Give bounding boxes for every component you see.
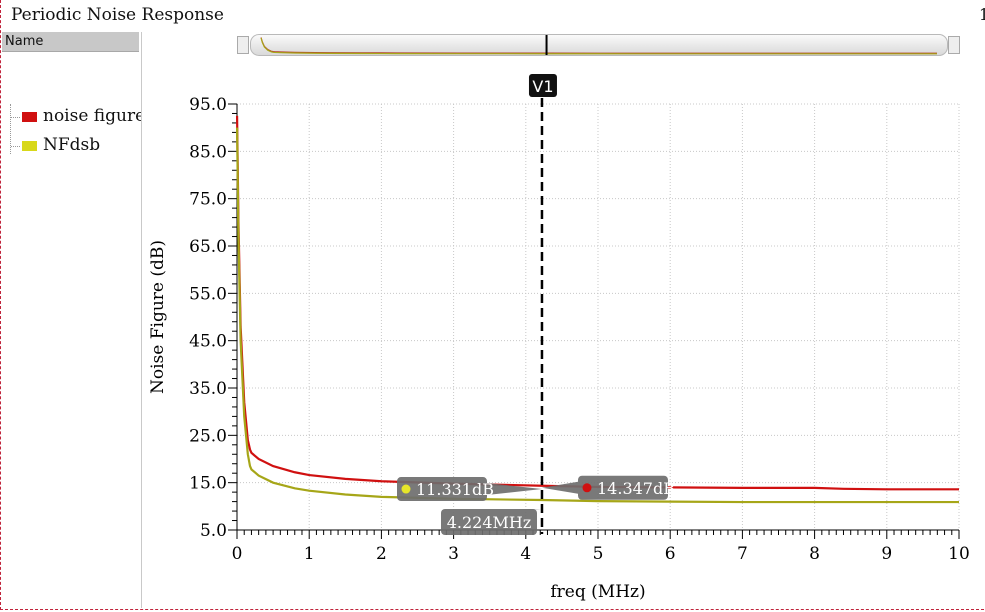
series-line-noise-figure — [235, 115, 959, 491]
legend-swatch-nfdsb — [22, 141, 37, 151]
legend-swatch-noise-figure — [22, 112, 37, 122]
window-title-index: 1 — [979, 5, 985, 24]
series-line-nfdsb — [235, 127, 959, 504]
callout-noise-figure-box — [578, 475, 668, 500]
scroll-right-arrow-icon[interactable] — [948, 36, 960, 54]
overview-series — [260, 37, 937, 55]
sidebar — [4, 32, 142, 608]
callout-nfdsb-box — [397, 477, 487, 502]
x-tick-label: 6 — [665, 544, 676, 564]
x-tick-label: 3 — [448, 544, 459, 564]
callout-freq-label: 4.224MHz — [447, 513, 532, 532]
legend-item-noise-figure[interactable]: noise figure — [11, 104, 141, 133]
y-tick-label: 55.0 — [189, 284, 227, 304]
x-tick-label: 7 — [737, 544, 748, 564]
callout-freq-pointer — [515, 509, 542, 510]
y-tick-label: 95.0 — [189, 95, 227, 115]
scroll-left-arrow-icon[interactable] — [237, 36, 249, 54]
legend: noise figure NFdsb — [10, 104, 141, 154]
overview-scrollbar[interactable] — [237, 32, 960, 58]
x-tick-label: 1 — [304, 544, 315, 564]
marker-v1-label: V1 — [532, 77, 553, 96]
window-title: Periodic Noise Response — [11, 5, 224, 25]
legend-label-noise-figure: noise figure — [43, 106, 141, 126]
overview-curve — [260, 35, 937, 55]
callout-nfdsb-dot — [401, 484, 411, 494]
callout-nfdsb-pointer — [487, 483, 542, 496]
y-tick-label: 85.0 — [189, 142, 227, 162]
y-tick-label: 35.0 — [189, 379, 227, 399]
y-tick-label: 25.0 — [189, 426, 227, 446]
marker-v1-tag — [528, 74, 557, 97]
tree-connector — [11, 117, 20, 118]
y-tick-label: 45.0 — [189, 332, 227, 352]
y-tick-label: 75.0 — [189, 190, 227, 210]
x-tick-label: 9 — [881, 544, 892, 564]
callout-noise-figure-pointer — [541, 481, 578, 494]
y-tick-label: 65.0 — [189, 237, 227, 257]
x-tick-label: 10 — [948, 544, 970, 564]
x-tick-label: 0 — [232, 544, 243, 564]
name-column-header[interactable]: Name — [2, 32, 139, 52]
tree-connector — [11, 146, 20, 147]
scroll-track[interactable] — [250, 34, 948, 56]
legend-item-nfdsb[interactable]: NFdsb — [11, 133, 141, 154]
callout-noise-figure-label: 14.347dB — [597, 479, 675, 498]
y-axis-label: Noise Figure (dB) — [148, 240, 168, 394]
callout-freq-box — [441, 509, 537, 535]
x-tick-label: 2 — [376, 544, 387, 564]
y-tick-label: 5.0 — [200, 521, 227, 541]
x-tick-label: 4 — [520, 544, 531, 564]
x-axis-label: freq (MHz) — [550, 582, 645, 602]
callout-nfdsb-label: 11.331dB — [416, 480, 494, 499]
callout-noise-figure-dot — [582, 483, 592, 493]
x-tick-label: 5 — [593, 544, 604, 564]
x-tick-label: 8 — [809, 544, 820, 564]
y-tick-label: 15.0 — [189, 474, 227, 494]
legend-label-nfdsb: NFdsb — [43, 135, 101, 154]
